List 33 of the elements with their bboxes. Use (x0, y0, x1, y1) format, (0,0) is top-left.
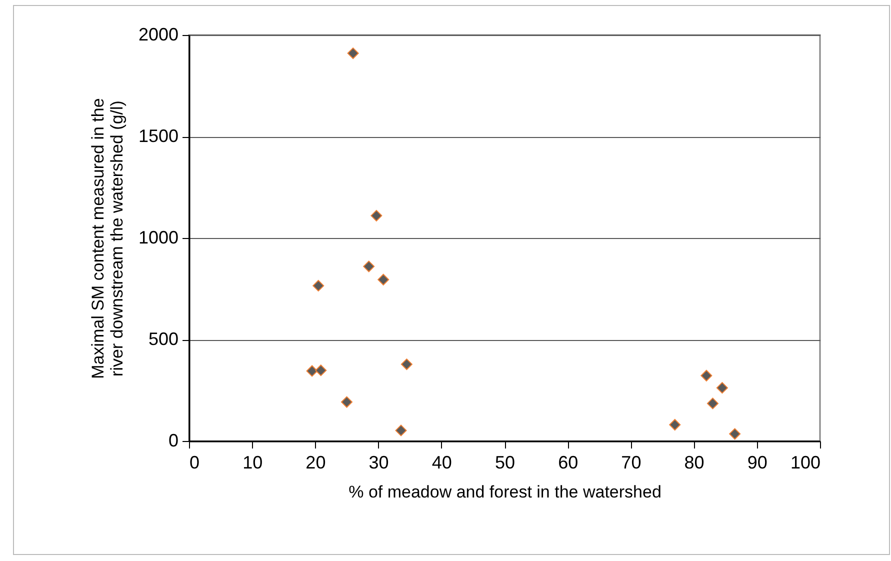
point (370, 210, 382, 222)
x-tick-label: 0 (190, 452, 200, 472)
y-tick-label: 1500 (138, 126, 178, 146)
x-tick-label: 100 (790, 452, 820, 472)
x-axis-title: % of meadow and forest in the watershed (348, 482, 662, 502)
point (341, 396, 352, 408)
point (706, 398, 718, 410)
y-tick-label: 500 (148, 329, 178, 349)
point (306, 365, 318, 377)
x-tick-label: 80 (684, 452, 704, 472)
point (312, 280, 324, 292)
x-tick-label: 10 (242, 452, 263, 472)
point (395, 424, 407, 436)
point (700, 370, 712, 382)
point (729, 428, 741, 440)
x-tick-label: 20 (306, 452, 326, 472)
point (347, 48, 359, 60)
point (378, 274, 390, 286)
x-tick-label: 30 (368, 452, 389, 472)
y-axis-title: Maximal SM content measured in the river downstream the watershed (g/l) (88, 98, 126, 379)
point (716, 382, 728, 394)
x-tick-label: 40 (432, 452, 452, 472)
point (400, 358, 412, 370)
point (363, 260, 375, 272)
x-tick-label: 70 (621, 452, 642, 472)
y-tick-label: 2000 (138, 24, 178, 44)
y-tick-label: 1000 (138, 228, 178, 248)
point (315, 364, 327, 376)
x-tick-label: 90 (747, 452, 768, 472)
y-tick-label: 0 (168, 430, 178, 450)
point (669, 419, 681, 431)
x-tick-label: 60 (558, 452, 578, 472)
x-tick-label: 50 (494, 452, 516, 472)
